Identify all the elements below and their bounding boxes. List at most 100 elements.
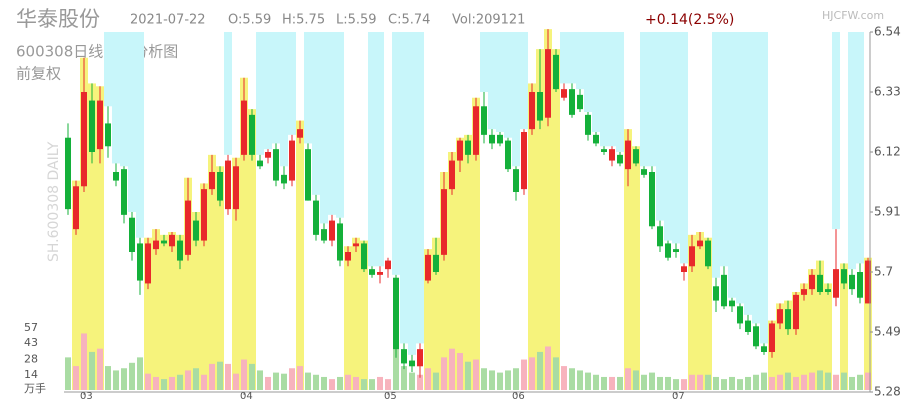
candle-body (633, 149, 639, 164)
x-tick-label: 03 (80, 391, 93, 400)
candle-body (801, 289, 807, 295)
candle-body (833, 269, 839, 298)
volume-bar (617, 376, 623, 390)
trend-band (808, 269, 816, 390)
y-tick-label: 5.49 (874, 325, 901, 339)
x-tick-label: 06 (512, 391, 525, 400)
volume-bar (801, 374, 807, 390)
volume-unit: 万手 (24, 381, 46, 395)
watermark: SH.600308 DAILY (46, 141, 62, 262)
trend-band (824, 283, 832, 390)
candle-body (409, 360, 415, 367)
candle-body (497, 134, 503, 144)
trend-band (784, 300, 792, 390)
candle-body (81, 92, 87, 187)
candle-body (545, 49, 551, 118)
trend-band (152, 229, 160, 390)
close-info: C:5.74 (388, 13, 430, 28)
trend-band (656, 32, 664, 221)
y-tick-label: 5.91 (874, 205, 901, 219)
trend-band (440, 172, 448, 390)
volume-info: Vol:209121 (452, 13, 525, 28)
candle-body (233, 166, 239, 210)
volume-bar (481, 368, 487, 390)
candle-body (553, 54, 559, 90)
change-info: +0.14(2.5%) (645, 12, 734, 28)
volume-bar (129, 362, 135, 390)
trend-band (432, 237, 440, 390)
candle-body (433, 254, 439, 272)
volume-bar (353, 376, 359, 390)
volume-bar (97, 348, 103, 390)
volume-tick-label: 28 (24, 353, 38, 366)
trend-band (496, 32, 504, 132)
candle-body (281, 174, 287, 184)
y-tick-label: 6.54 (874, 25, 901, 39)
volume-bar (857, 374, 863, 390)
volume-bar (697, 374, 703, 390)
volume-bar (673, 379, 679, 390)
candle-body (609, 149, 615, 161)
volume-bar (137, 357, 143, 390)
volume-bar (705, 374, 711, 390)
volume-bar (233, 373, 239, 390)
candle-body (137, 243, 143, 281)
candle-body (521, 132, 527, 190)
volume-bar (321, 376, 327, 390)
volume-bar (433, 372, 439, 390)
candle-body (273, 149, 279, 181)
trend-band (552, 49, 560, 391)
adjust-label: 前复权 (16, 65, 61, 83)
trend-band (856, 32, 864, 264)
trend-band (632, 146, 640, 390)
volume-bar (809, 372, 815, 390)
candle-body (537, 92, 543, 121)
candle-body (617, 154, 623, 164)
trend-band (176, 234, 184, 390)
candle-body (569, 89, 575, 115)
volume-bar (649, 372, 655, 390)
candle-body (169, 234, 175, 247)
trend-band (672, 32, 680, 244)
volume-bar (289, 368, 295, 390)
trend-band (96, 86, 104, 391)
trend-band (144, 237, 152, 390)
trend-band (816, 260, 824, 390)
candle-body (601, 149, 607, 152)
trend-band (712, 32, 720, 278)
volume-bar (313, 374, 319, 390)
trend-band (80, 57, 88, 390)
trend-band (640, 32, 648, 167)
volume-bar (337, 376, 343, 390)
volume-bar (161, 379, 167, 390)
volume-bar (657, 376, 663, 390)
candle-body (681, 266, 687, 272)
volume-tick-label: 14 (24, 368, 38, 381)
candle-body (105, 123, 111, 147)
trend-band (488, 32, 496, 130)
candle-body (729, 300, 735, 307)
trend-band (192, 212, 200, 390)
volume-bar (745, 376, 751, 390)
volume-bar (217, 361, 223, 390)
volume-bar (281, 373, 287, 390)
volume-bar (393, 346, 399, 390)
volume-bar (593, 374, 599, 390)
trend-band (760, 32, 768, 344)
volume-bar (273, 372, 279, 390)
trend-band (720, 32, 728, 267)
trend-band (112, 32, 120, 164)
trend-band (744, 32, 752, 315)
volume-bar (241, 359, 247, 390)
volume-bar (257, 370, 263, 390)
volume-bar (833, 374, 839, 390)
trend-band (360, 240, 368, 390)
trend-band (304, 32, 312, 144)
candle-body (89, 100, 95, 152)
trend-band (528, 83, 536, 390)
trend-band (664, 32, 672, 241)
volume-bar (185, 370, 191, 390)
volume-bar (521, 359, 527, 390)
candle-body (481, 106, 487, 135)
volume-bar (681, 379, 687, 390)
